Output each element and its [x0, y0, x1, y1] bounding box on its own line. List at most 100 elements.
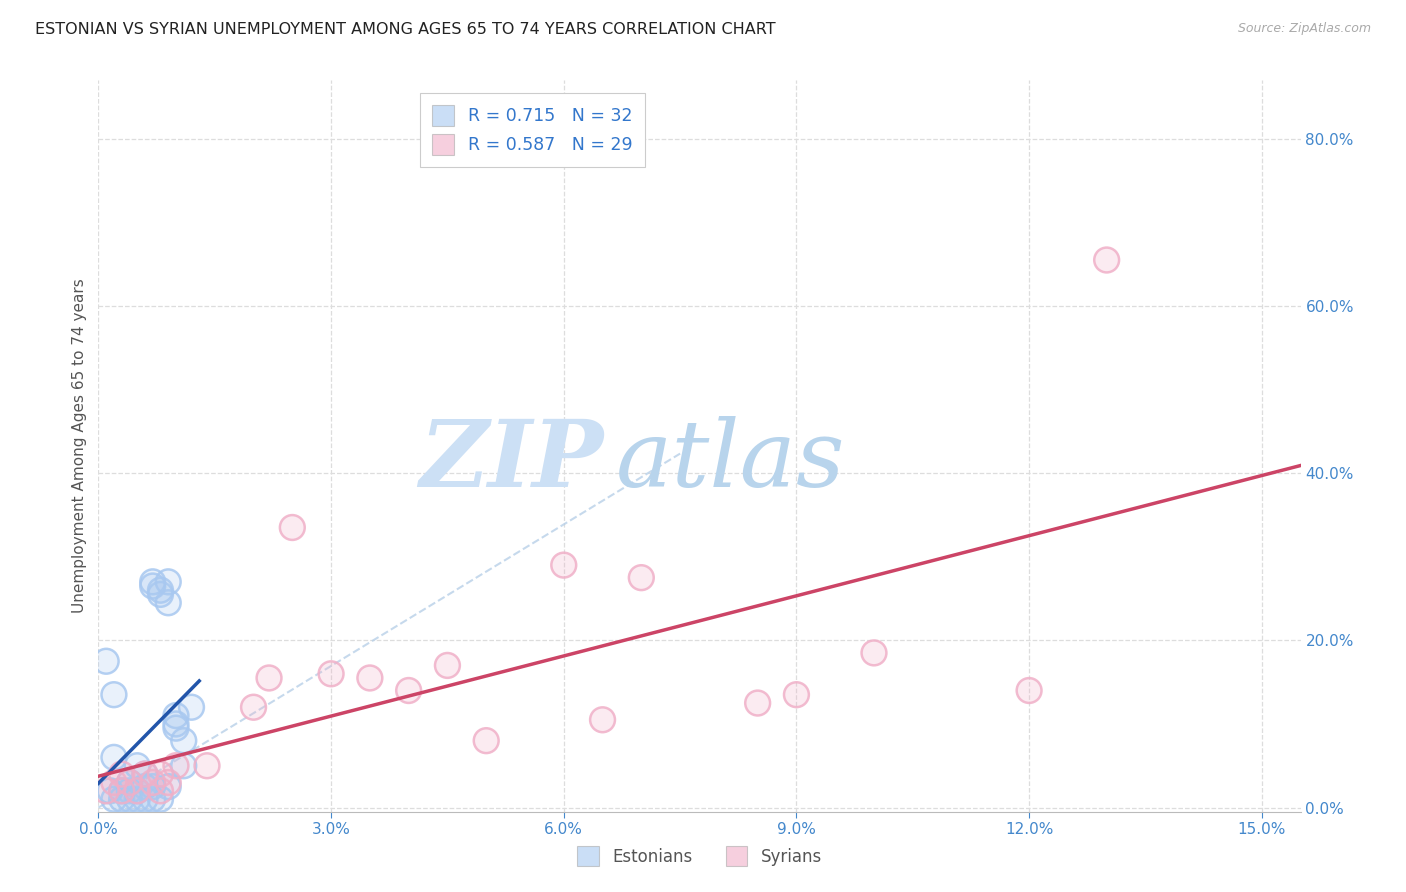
Point	[127, 784, 149, 798]
Point	[281, 520, 304, 534]
Point	[1095, 252, 1118, 267]
Point	[134, 780, 156, 794]
Point	[134, 767, 156, 781]
Point	[111, 767, 134, 781]
Point	[436, 658, 458, 673]
Point	[111, 767, 134, 781]
Point	[747, 696, 769, 710]
Point	[127, 758, 149, 772]
Point	[103, 688, 125, 702]
Point	[398, 683, 420, 698]
Point	[165, 721, 187, 735]
Point	[118, 775, 141, 789]
Point	[142, 775, 165, 789]
Point	[134, 780, 156, 794]
Point	[157, 574, 180, 589]
Point	[319, 666, 342, 681]
Point	[173, 758, 195, 772]
Point	[592, 713, 614, 727]
Point	[149, 792, 172, 806]
Point	[118, 784, 141, 798]
Point	[359, 671, 381, 685]
Text: ESTONIAN VS SYRIAN UNEMPLOYMENT AMONG AGES 65 TO 74 YEARS CORRELATION CHART: ESTONIAN VS SYRIAN UNEMPLOYMENT AMONG AG…	[35, 22, 776, 37]
Point	[165, 708, 187, 723]
Point	[785, 688, 807, 702]
Point	[134, 767, 156, 781]
Point	[96, 784, 118, 798]
Point	[98, 784, 121, 798]
Point	[149, 792, 172, 806]
Point	[96, 654, 118, 668]
Point	[281, 520, 304, 534]
Text: Source: ZipAtlas.com: Source: ZipAtlas.com	[1237, 22, 1371, 36]
Point	[157, 780, 180, 794]
Point	[96, 654, 118, 668]
Point	[359, 671, 381, 685]
Point	[118, 775, 141, 789]
Point	[149, 583, 172, 598]
Point	[111, 784, 134, 798]
Y-axis label: Unemployment Among Ages 65 to 74 years: Unemployment Among Ages 65 to 74 years	[72, 278, 87, 614]
Point	[149, 767, 172, 781]
Point	[134, 792, 156, 806]
Text: atlas: atlas	[616, 416, 845, 506]
Point	[1018, 683, 1040, 698]
Point	[142, 780, 165, 794]
Point	[173, 758, 195, 772]
Point	[127, 792, 149, 806]
Legend: Estonians, Syrians: Estonians, Syrians	[571, 839, 828, 873]
Point	[118, 775, 141, 789]
Point	[553, 558, 575, 573]
Point	[103, 775, 125, 789]
Point	[118, 792, 141, 806]
Point	[475, 733, 498, 747]
Point	[134, 767, 156, 781]
Point	[149, 587, 172, 601]
Point	[142, 792, 165, 806]
Point	[173, 733, 195, 747]
Point	[785, 688, 807, 702]
Point	[142, 574, 165, 589]
Point	[436, 658, 458, 673]
Point	[142, 792, 165, 806]
Point	[111, 792, 134, 806]
Point	[630, 571, 652, 585]
Point	[319, 666, 342, 681]
Point	[103, 750, 125, 764]
Point	[165, 758, 187, 772]
Point	[157, 775, 180, 789]
Point	[165, 758, 187, 772]
Point	[1018, 683, 1040, 698]
Point	[118, 792, 141, 806]
Point	[165, 708, 187, 723]
Point	[103, 750, 125, 764]
Point	[630, 571, 652, 585]
Point	[180, 700, 202, 714]
Point	[242, 700, 264, 714]
Point	[142, 579, 165, 593]
Point	[475, 733, 498, 747]
Point	[257, 671, 280, 685]
Point	[103, 792, 125, 806]
Point	[142, 775, 165, 789]
Point	[242, 700, 264, 714]
Point	[142, 579, 165, 593]
Point	[103, 792, 125, 806]
Point	[157, 574, 180, 589]
Text: ZIP: ZIP	[419, 416, 603, 506]
Point	[134, 792, 156, 806]
Point	[118, 784, 141, 798]
Point	[195, 758, 218, 772]
Point	[157, 596, 180, 610]
Point	[149, 587, 172, 601]
Point	[149, 767, 172, 781]
Point	[257, 671, 280, 685]
Point	[103, 688, 125, 702]
Point	[165, 717, 187, 731]
Point	[134, 767, 156, 781]
Point	[111, 792, 134, 806]
Point	[195, 758, 218, 772]
Point	[127, 792, 149, 806]
Point	[165, 717, 187, 731]
Point	[96, 784, 118, 798]
